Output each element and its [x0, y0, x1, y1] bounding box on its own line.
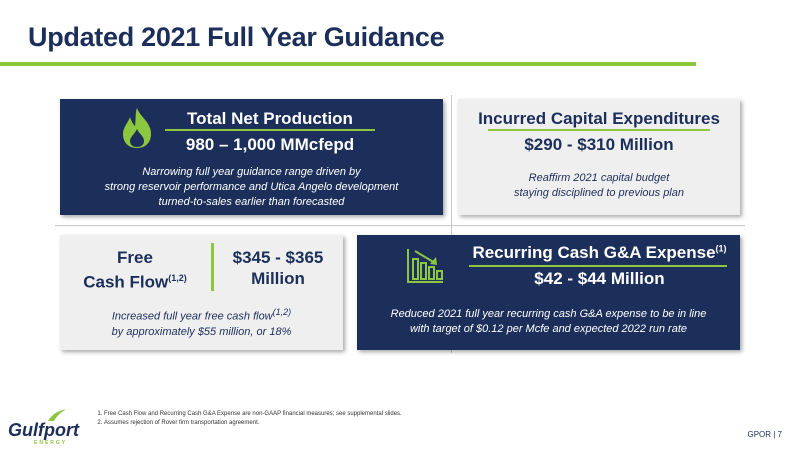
- card-capex: Incurred Capital Expenditures $290 - $31…: [458, 99, 740, 215]
- heading-underline: [165, 129, 375, 131]
- card-value: 980 – 1,000 MMcfepd: [185, 135, 355, 154]
- heading-line: Free: [117, 248, 153, 267]
- description-line: Increased full year free cash flow: [111, 310, 273, 323]
- description-line: staying disciplined to previous plan: [514, 187, 684, 199]
- card-heading: Total Net Production: [187, 109, 353, 128]
- card-description: Narrowing full year guidance range drive…: [60, 165, 443, 210]
- footnote-ref: (1,2): [272, 307, 292, 317]
- flame-icon: [123, 108, 151, 148]
- footnote-ref: (1): [715, 243, 727, 254]
- title-rule: [0, 62, 696, 66]
- logo-text: Gulfport: [8, 420, 79, 440]
- footnote: Assumes rejection of Rover firm transpor…: [104, 419, 402, 428]
- description-line: Narrowing full year guidance range drive…: [142, 166, 361, 178]
- description-line: by approximately $55 million, or 18%: [111, 325, 292, 338]
- logo-mark: [48, 409, 66, 421]
- heading-line: Cash Flow: [83, 272, 169, 292]
- description-line: Reduced 2021 full year recurring cash G&…: [390, 308, 707, 320]
- heading-underline: [488, 129, 710, 131]
- card-description: Reaffirm 2021 capital budget staying dis…: [458, 171, 740, 201]
- card-fcf: Free Cash Flow(1,2) $345 - $365 Million …: [60, 235, 343, 350]
- card-ga: Recurring Cash G&A Expense(1) $42 - $44 …: [357, 235, 740, 350]
- card-description: Increased full year free cash flow(1,2) …: [60, 305, 343, 340]
- chart-icon: [407, 249, 443, 283]
- card-description: Reduced 2021 full year recurring cash G&…: [357, 307, 740, 337]
- description-line: Reaffirm 2021 capital budget: [528, 172, 670, 184]
- card-heading: Free Cash Flow(1,2): [70, 247, 200, 293]
- footnotes: Free Cash Flow and Recurring Cash G&A Ex…: [88, 410, 402, 428]
- page-number: GPOR | 7: [747, 430, 782, 439]
- card-heading: Recurring Cash G&A Expense(1): [467, 243, 732, 263]
- value-line: Million: [251, 269, 305, 288]
- heading-text: Recurring Cash G&A Expense: [472, 243, 716, 262]
- separator: [55, 225, 745, 226]
- card-value: $345 - $365 Million: [218, 247, 338, 289]
- description-line: strong reservoir performance and Utica A…: [104, 181, 399, 193]
- heading-underline: [469, 265, 727, 267]
- card-value: $290 - $310 Million: [524, 135, 674, 154]
- description-line: with target of $0.12 per Mcfe and expect…: [409, 323, 687, 335]
- separator: [451, 95, 452, 353]
- card-production: Total Net Production 980 – 1,000 MMcfepd…: [60, 99, 443, 215]
- card-heading: Incurred Capital Expenditures: [478, 109, 720, 128]
- logo-subtext: ENERGY: [34, 440, 68, 446]
- value-line: $345 - $365: [232, 248, 324, 267]
- description-line: turned-to-sales earlier than forecasted: [158, 196, 345, 208]
- footnote-ref: (1,2): [168, 273, 187, 283]
- footnote: Free Cash Flow and Recurring Cash G&A Ex…: [104, 410, 402, 419]
- divider: [211, 243, 214, 291]
- card-value: $42 - $44 Million: [534, 269, 665, 288]
- title: Updated 2021 Full Year Guidance: [28, 22, 445, 52]
